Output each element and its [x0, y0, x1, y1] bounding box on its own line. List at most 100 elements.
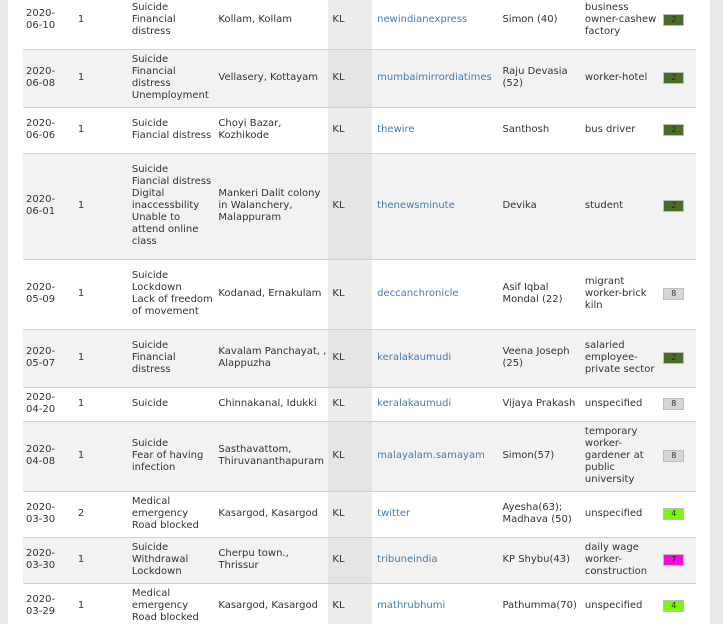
table-row: 2020-06-01 1 Suicide Fiancial distress Digit…	[23, 153, 696, 260]
count-cell: 1	[69, 387, 129, 422]
table-row: 2020-04-20 1 Suicide Chinnakanal, Idukki KL k…	[23, 387, 696, 422]
incident-type-item: Medical emergency	[131, 496, 189, 519]
victim-name-cell: Pathumma(70)	[499, 583, 582, 624]
source-link[interactable]: deccanchronicle	[377, 288, 459, 299]
category-cell: 2	[660, 329, 696, 388]
incident-type-cell: Suicide Financial distress	[128, 0, 216, 50]
date-cell: 2020-06-10	[23, 0, 70, 50]
category-cell: 8	[660, 259, 696, 330]
incidents-table-body: 2020-06-10 1 Suicide Financial distress Koll…	[23, 0, 696, 624]
place-cell: Mankeri Dalit colony in Walanchery, Mala…	[215, 153, 329, 260]
category-badge: 7	[663, 554, 685, 566]
state-cell: KL	[328, 259, 373, 330]
table-row: 2020-03-30 2 Medical emergency Road blocked…	[23, 491, 696, 538]
count-cell: 1	[69, 259, 129, 330]
source-link[interactable]: thewire	[377, 124, 415, 135]
count-cell: 1	[69, 421, 129, 492]
incident-type-item: Suicide	[131, 54, 169, 65]
incident-type-cell: Suicide Fear of having infection	[128, 421, 216, 492]
occupation-cell: migrant worker-brick kiln	[581, 259, 661, 330]
category-badge: 8	[663, 288, 685, 300]
count-cell: 1	[69, 583, 129, 624]
source-link[interactable]: mumbaimirrordiatimes	[377, 72, 492, 83]
state-cell: KL	[328, 153, 373, 260]
date-cell: 2020-06-08	[23, 49, 70, 108]
victim-name-cell: Asif Iqbal Mondal (22)	[499, 259, 582, 330]
source-cell: newindianexpress	[372, 0, 500, 50]
occupation-cell: bus driver	[581, 107, 661, 154]
table-row: 2020-06-10 1 Suicide Financial distress Koll…	[23, 0, 696, 50]
category-badge: 2	[663, 13, 685, 26]
state-cell: KL	[328, 583, 373, 624]
count-cell: 1	[69, 107, 129, 154]
occupation-cell: unspecified	[581, 491, 661, 538]
occupation-cell: worker-hotel	[581, 49, 661, 108]
place-cell: Sasthavattom, Thiruvananthapuram	[215, 421, 329, 492]
occupation-cell: student	[581, 153, 661, 260]
table-row: 2020-03-29 1 Medical emergency Road blocked…	[23, 583, 696, 624]
source-link[interactable]: newindianexpress	[377, 13, 468, 25]
date-cell: 2020-03-30	[23, 491, 70, 538]
place-cell: Kodanad, Ernakulam	[215, 259, 329, 330]
victim-name-cell: Ayesha(63); Madhava (50)	[499, 491, 582, 538]
occupation-cell: daily wage worker-construction	[581, 537, 661, 584]
source-link[interactable]: twitter	[377, 508, 411, 519]
source-link[interactable]: keralakaumudi	[377, 352, 452, 363]
incidents-table: 2020-06-10 1 Suicide Financial distress Koll…	[23, 0, 696, 624]
incident-type-item: Suicide	[131, 542, 169, 553]
state-cell: KL	[328, 491, 373, 538]
source-cell: keralakaumudi	[372, 329, 500, 388]
category-badge: 2	[663, 124, 685, 136]
victim-name-cell: Vijaya Prakash	[499, 387, 582, 422]
victim-name-cell: Raju Devasia (52)	[499, 49, 582, 108]
incident-type-cell: Suicide Fiancial distress Digital inaccess…	[128, 153, 216, 260]
incident-type-item: Suicide	[131, 164, 169, 175]
count-cell: 1	[69, 329, 129, 388]
incident-type-cell: Medical emergency Road blocked	[128, 491, 216, 538]
source-cell: tribuneindia	[372, 537, 500, 584]
source-cell: deccanchronicle	[372, 259, 500, 330]
state-cell: KL	[328, 0, 373, 50]
incident-type-item: Suicide	[131, 1, 169, 13]
category-cell: 8	[660, 387, 696, 422]
incident-type-item: Lockdown	[131, 282, 182, 293]
table-row: 2020-05-07 1 Suicide Financial distress Kava…	[23, 329, 696, 388]
date-cell: 2020-05-09	[23, 259, 70, 330]
incident-type-cell: Suicide	[128, 387, 216, 422]
source-link[interactable]: mathrubhumi	[377, 600, 446, 611]
category-badge: 2	[663, 200, 685, 212]
source-link[interactable]: tribuneindia	[377, 554, 438, 565]
incident-type-item: Financial distress	[131, 66, 176, 89]
source-link[interactable]: thenewsminute	[377, 200, 455, 211]
victim-name-cell: Simon(57)	[499, 421, 582, 492]
count-cell: 1	[69, 537, 129, 584]
source-link[interactable]: malayalam.samayam	[377, 450, 485, 461]
state-cell: KL	[328, 387, 373, 422]
incident-type-item: Financial distress	[131, 352, 176, 375]
category-badge: 4	[663, 508, 685, 520]
incident-type-item: Financial distress	[131, 13, 176, 37]
count-cell: 1	[69, 0, 129, 50]
category-cell: 4	[660, 583, 696, 624]
source-cell: twitter	[372, 491, 500, 538]
source-link[interactable]: keralakaumudi	[377, 398, 452, 409]
incident-type-item: Withdrawal	[131, 554, 189, 565]
date-cell: 2020-06-06	[23, 107, 70, 154]
state-cell: KL	[328, 329, 373, 388]
incident-type-item: Suicide	[131, 270, 169, 281]
incident-type-cell: Medical emergency Road blocked	[128, 583, 216, 624]
occupation-cell: business owner-cashew factory	[581, 0, 661, 50]
occupation-cell: salaried employee-private sector	[581, 329, 661, 388]
place-cell: Choyi Bazar, Kozhikode	[215, 107, 329, 154]
category-cell: 7	[660, 537, 696, 584]
place-cell: Cherpu town., Thrissur	[215, 537, 329, 584]
occupation-cell: unspecified	[581, 387, 661, 422]
date-cell: 2020-04-20	[23, 387, 70, 422]
place-cell: Kollam, Kollam	[215, 0, 329, 50]
incident-type-item: Fiancial distress	[131, 130, 212, 141]
table-row: 2020-04-08 1 Suicide Fear of having infecti…	[23, 421, 696, 492]
incident-type-item: Unemployment	[131, 90, 209, 101]
category-cell: 2	[660, 107, 696, 154]
category-cell: 8	[660, 421, 696, 492]
occupation-cell: unspecified	[581, 583, 661, 624]
